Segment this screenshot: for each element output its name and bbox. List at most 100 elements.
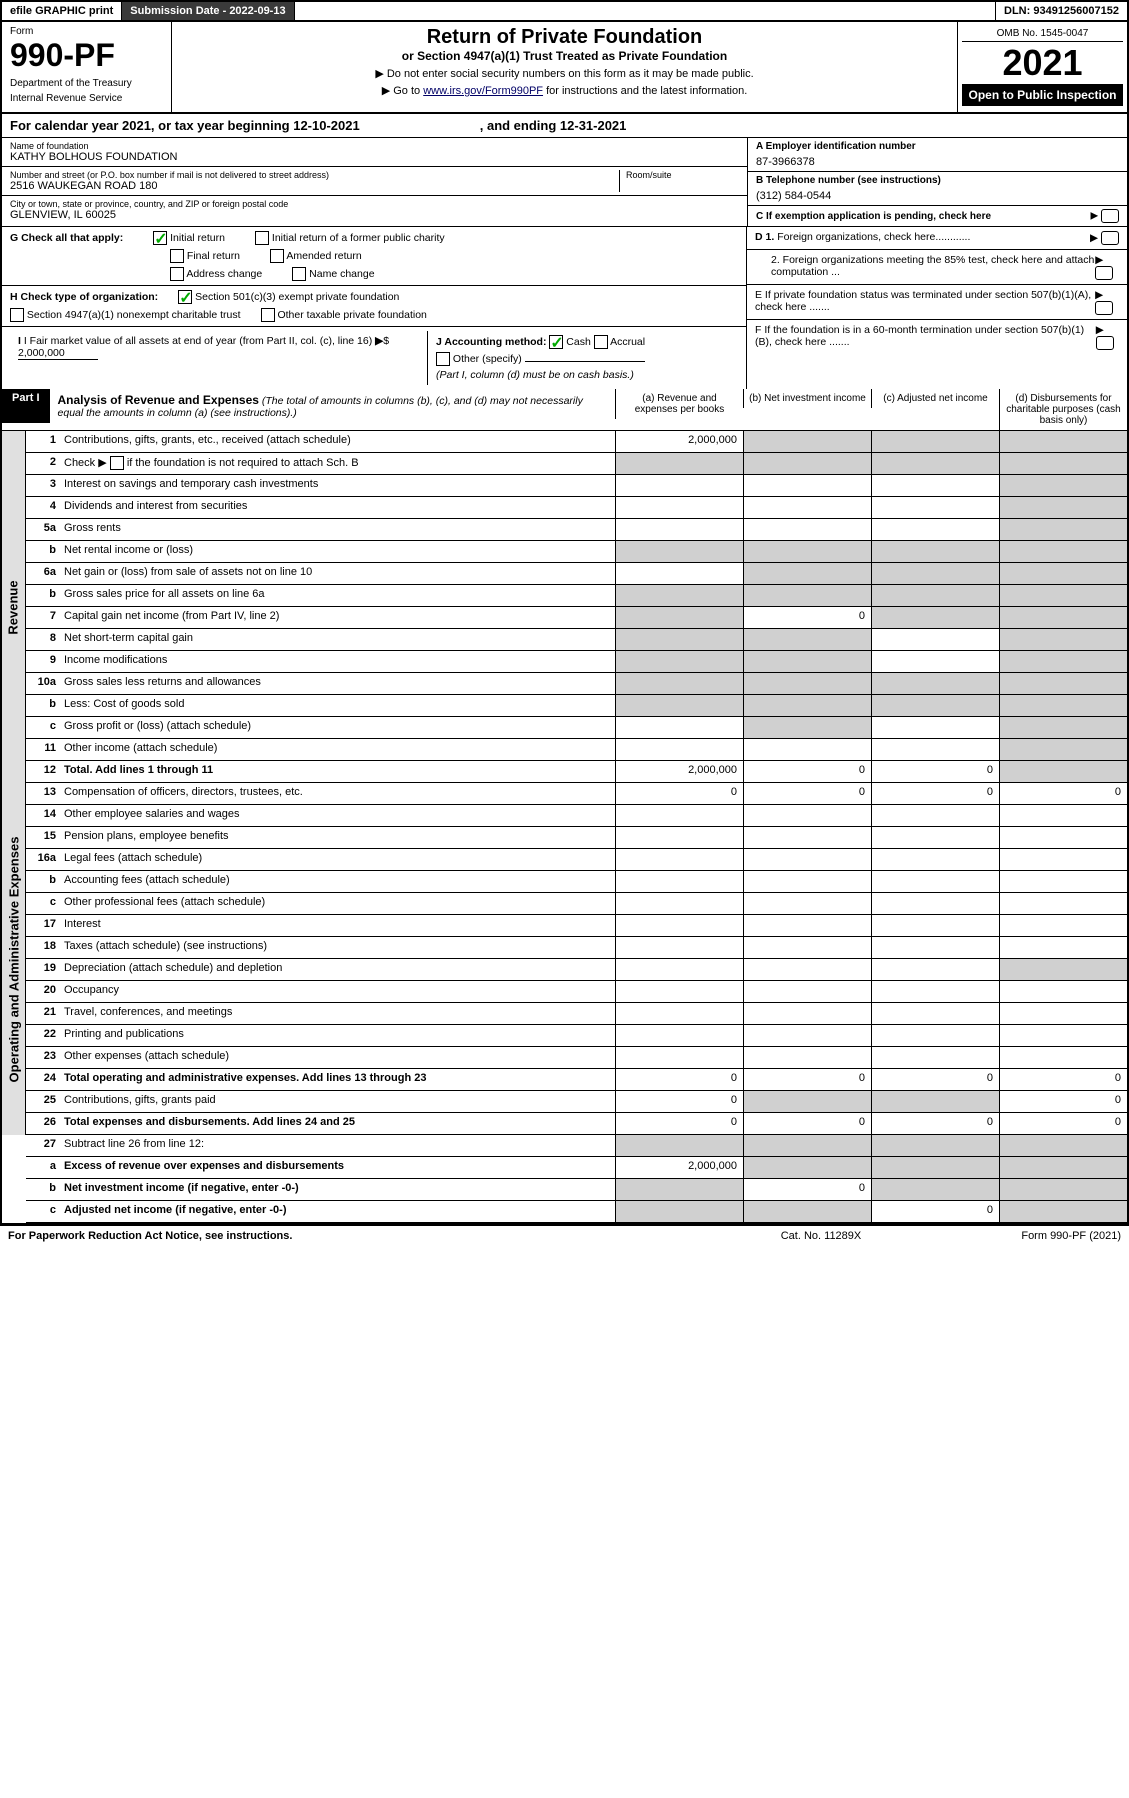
j-accrual-label: Accrual [610, 336, 645, 348]
cal-year-end: , and ending 12-31-2021 [480, 118, 627, 133]
h-other-label: Other taxable private foundation [277, 309, 426, 321]
j-cash-checkbox[interactable] [549, 335, 563, 349]
j-block: J Accounting method: Cash Accrual Other … [428, 331, 738, 385]
irs-label: Internal Revenue Service [10, 93, 163, 104]
f-label: F If the foundation is in a 60-month ter… [755, 324, 1096, 350]
row-5a: 5aGross rents [26, 519, 1127, 541]
omb-number: OMB No. 1545-0047 [962, 26, 1123, 42]
col-d-header: (d) Disbursements for charitable purpose… [999, 389, 1127, 430]
d1-row: D 1. D 1. Foreign organizations, check h… [747, 227, 1127, 250]
form-page: efile GRAPHIC print Submission Date - 20… [0, 0, 1129, 1225]
d2-label: 2. Foreign organizations meeting the 85%… [771, 254, 1095, 280]
c-cell: C If exemption application is pending, c… [748, 206, 1127, 226]
d2-row: 2. Foreign organizations meeting the 85%… [747, 250, 1127, 285]
row-6a: 6aNet gain or (loss) from sale of assets… [26, 563, 1127, 585]
g-label: G Check all that apply: [10, 232, 123, 244]
entity-left: Name of foundation KATHY BOLHOUS FOUNDAT… [2, 138, 747, 226]
row-10a: 10aGross sales less returns and allowanc… [26, 673, 1127, 695]
row-8: 8Net short-term capital gain [26, 629, 1127, 651]
row-2: 2Check ▶ if the foundation is not requir… [26, 453, 1127, 475]
final-return-label: Final return [187, 250, 240, 262]
initial-return-label: Initial return [170, 232, 225, 244]
e-label: E If private foundation status was termi… [755, 289, 1095, 315]
h-row: H Check type of organization: Section 50… [2, 286, 746, 327]
name-change-checkbox[interactable] [292, 267, 306, 281]
bottom-rows: 27Subtract line 26 from line 12: aExcess… [26, 1135, 1127, 1223]
revenue-label: Revenue [6, 580, 21, 634]
city-label: City or town, state or province, country… [10, 199, 739, 209]
revenue-section: Revenue 1Contributions, gifts, grants, e… [2, 431, 1127, 783]
col-c-header: (c) Adjusted net income [871, 389, 999, 408]
initial-former-label: Initial return of a former public charit… [272, 232, 445, 244]
expenses-side-label: Operating and Administrative Expenses [2, 783, 26, 1135]
final-return-checkbox[interactable] [170, 249, 184, 263]
row-12: 12Total. Add lines 1 through 112,000,000… [26, 761, 1127, 783]
instr2-post: for instructions and the latest informat… [543, 85, 747, 97]
d1-checkbox[interactable] [1101, 231, 1119, 245]
year-box: OMB No. 1545-0047 2021 Open to Public In… [957, 22, 1127, 112]
tax-year: 2021 [962, 42, 1123, 84]
ij-row: I I Fair market value of all assets at e… [2, 327, 746, 389]
entity-block: Name of foundation KATHY BOLHOUS FOUNDAT… [2, 138, 1127, 227]
row-15: 15Pension plans, employee benefits [26, 827, 1127, 849]
form-number: 990-PF [10, 37, 163, 74]
row-22: 22Printing and publications [26, 1025, 1127, 1047]
street-address: 2516 WAUKEGAN ROAD 180 [10, 180, 619, 192]
h-501c3-checkbox[interactable] [178, 290, 192, 304]
row-23: 23Other expenses (attach schedule) [26, 1047, 1127, 1069]
revenue-side-label: Revenue [2, 431, 26, 783]
d2-checkbox[interactable] [1095, 266, 1113, 280]
col-a-header: (a) Revenue and expenses per books [615, 389, 743, 419]
j-other-checkbox[interactable] [436, 352, 450, 366]
footer-paperwork: For Paperwork Reduction Act Notice, see … [8, 1230, 721, 1242]
row-16b: bAccounting fees (attach schedule) [26, 871, 1127, 893]
i-amount: 2,000,000 [18, 347, 98, 360]
row-27a: aExcess of revenue over expenses and dis… [26, 1157, 1127, 1179]
dln-label: DLN: 93491256007152 [995, 2, 1127, 20]
page-footer: For Paperwork Reduction Act Notice, see … [0, 1225, 1129, 1246]
instruction-2: ▶ Go to www.irs.gov/Form990PF for instru… [180, 84, 949, 97]
schb-checkbox[interactable] [110, 456, 124, 470]
name-change-label: Name change [309, 268, 374, 280]
name-label: Name of foundation [10, 141, 739, 151]
h-other-checkbox[interactable] [261, 308, 275, 322]
row-11: 11Other income (attach schedule) [26, 739, 1127, 761]
row-18: 18Taxes (attach schedule) (see instructi… [26, 937, 1127, 959]
row-20: 20Occupancy [26, 981, 1127, 1003]
j-other-label: Other (specify) [453, 353, 522, 365]
initial-return-checkbox[interactable] [153, 231, 167, 245]
g-row: G Check all that apply: Initial return I… [2, 227, 746, 286]
revenue-rows: 1Contributions, gifts, grants, etc., rec… [26, 431, 1127, 783]
form-number-box: Form 990-PF Department of the Treasury I… [2, 22, 172, 112]
e-checkbox[interactable] [1095, 301, 1113, 315]
city-value: GLENVIEW, IL 60025 [10, 209, 739, 221]
h-501c3-label: Section 501(c)(3) exempt private foundat… [195, 291, 399, 303]
row-1: 1Contributions, gifts, grants, etc., rec… [26, 431, 1127, 453]
amended-checkbox[interactable] [270, 249, 284, 263]
f-checkbox[interactable] [1096, 336, 1114, 350]
form-header: Form 990-PF Department of the Treasury I… [2, 22, 1127, 112]
foundation-name-cell: Name of foundation KATHY BOLHOUS FOUNDAT… [2, 138, 747, 167]
part1-header-row: Part I Analysis of Revenue and Expenses … [2, 389, 1127, 431]
h-4947-checkbox[interactable] [10, 308, 24, 322]
row-6b: bGross sales price for all assets on lin… [26, 585, 1127, 607]
submission-date: Submission Date - 2022-09-13 [122, 2, 294, 20]
j-accrual-checkbox[interactable] [594, 335, 608, 349]
instruction-1: ▶ Do not enter social security numbers o… [180, 67, 949, 80]
calendar-year-row: For calendar year 2021, or tax year begi… [2, 112, 1127, 138]
initial-former-checkbox[interactable] [255, 231, 269, 245]
room-label: Room/suite [626, 170, 739, 180]
j-label: J Accounting method: [436, 336, 546, 348]
irs-link[interactable]: www.irs.gov/Form990PF [423, 85, 543, 97]
title-box: Return of Private Foundation or Section … [172, 22, 957, 112]
h-4947-label: Section 4947(a)(1) nonexempt charitable … [27, 309, 241, 321]
address-change-checkbox[interactable] [170, 267, 184, 281]
row-3: 3Interest on savings and temporary cash … [26, 475, 1127, 497]
row-16c: cOther professional fees (attach schedul… [26, 893, 1127, 915]
left-checks: G Check all that apply: Initial return I… [2, 227, 747, 389]
row-24: 24Total operating and administrative exp… [26, 1069, 1127, 1091]
f-row: F If the foundation is in a 60-month ter… [747, 320, 1127, 354]
c-checkbox[interactable] [1101, 209, 1119, 223]
open-public: Open to Public Inspection [962, 84, 1123, 106]
row-10b: bLess: Cost of goods sold [26, 695, 1127, 717]
